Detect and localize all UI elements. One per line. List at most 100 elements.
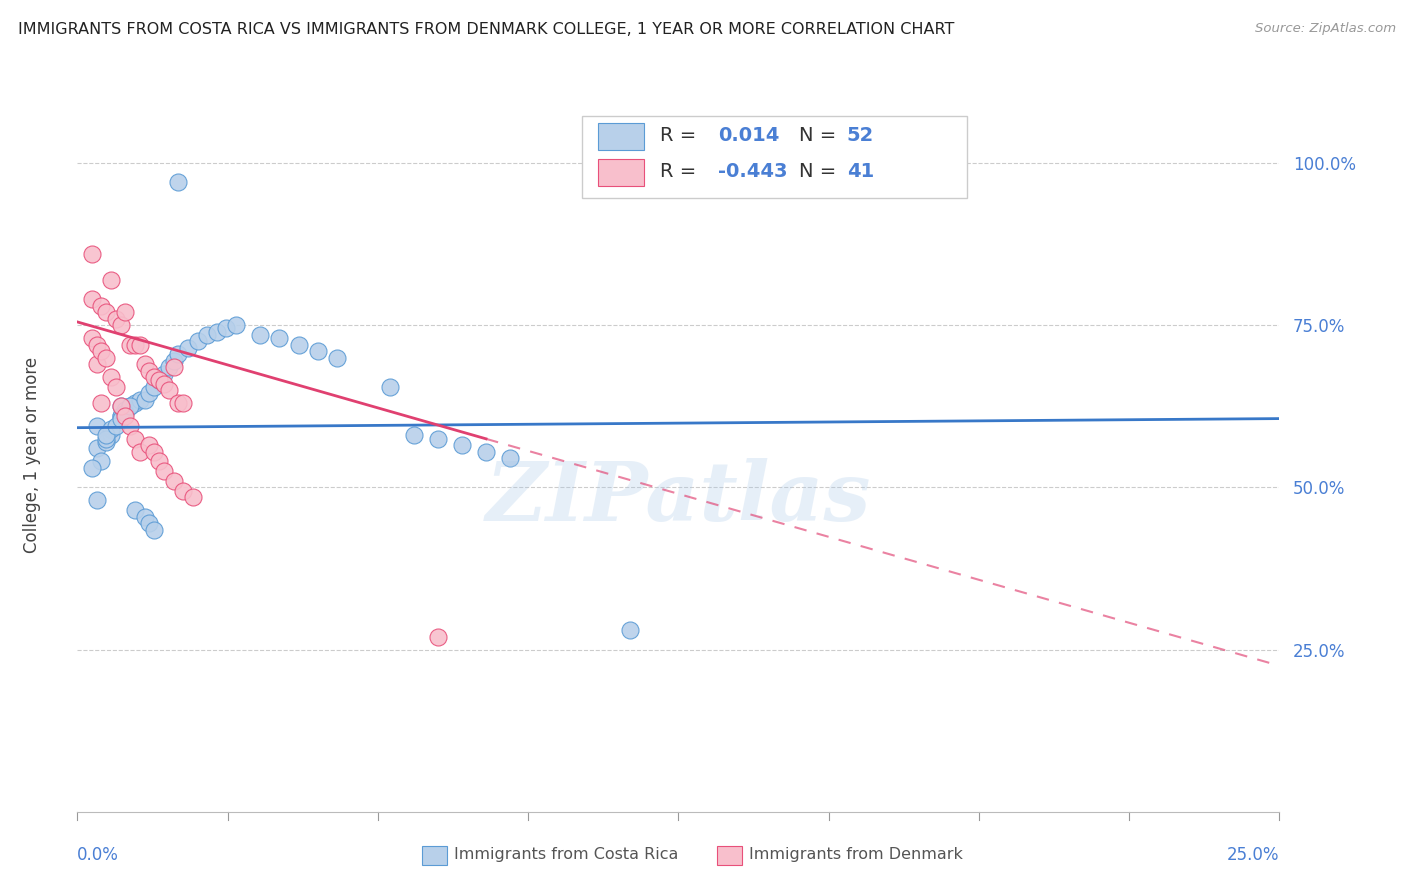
Point — [100, 422, 122, 436]
Text: 41: 41 — [846, 162, 875, 181]
Point — [80, 247, 103, 261]
Text: 25.0%: 25.0% — [1227, 846, 1279, 864]
Text: ZIPatlas: ZIPatlas — [485, 458, 872, 538]
Point — [120, 399, 142, 413]
Text: Immigrants from Costa Rica: Immigrants from Costa Rica — [454, 847, 679, 862]
Point — [215, 321, 238, 335]
Point — [148, 454, 170, 468]
Point — [619, 623, 641, 637]
Point — [86, 357, 108, 371]
Point — [162, 354, 184, 368]
Point — [96, 428, 118, 442]
Bar — [598, 123, 644, 150]
Point — [138, 386, 160, 401]
Point — [124, 432, 146, 446]
Text: N =: N = — [799, 162, 842, 181]
Text: N =: N = — [799, 127, 842, 145]
Text: 52: 52 — [846, 127, 875, 145]
Point — [225, 318, 247, 333]
Point — [86, 493, 108, 508]
Point — [143, 380, 166, 394]
Point — [96, 305, 118, 319]
Point — [157, 360, 180, 375]
Point — [80, 331, 103, 345]
Point — [195, 327, 218, 342]
Point — [110, 399, 132, 413]
Point — [148, 373, 170, 387]
Point — [104, 380, 127, 394]
Point — [110, 409, 132, 423]
Point — [90, 454, 112, 468]
Point — [80, 461, 103, 475]
Point — [143, 444, 166, 458]
FancyBboxPatch shape — [582, 116, 967, 198]
Point — [138, 438, 160, 452]
Text: 0.014: 0.014 — [718, 127, 779, 145]
Point — [124, 337, 146, 351]
Point — [90, 344, 112, 359]
Point — [153, 464, 176, 478]
Point — [167, 176, 190, 190]
Point — [128, 444, 150, 458]
Point — [143, 523, 166, 537]
Point — [96, 432, 118, 446]
Point — [475, 444, 498, 458]
Point — [114, 305, 136, 319]
Point — [172, 396, 194, 410]
Point — [307, 344, 329, 359]
Point — [134, 392, 156, 407]
Text: 0.0%: 0.0% — [77, 846, 120, 864]
Point — [128, 337, 150, 351]
Point — [378, 380, 401, 394]
Text: R =: R = — [661, 127, 703, 145]
Bar — [598, 159, 644, 186]
Point — [162, 360, 184, 375]
Point — [114, 402, 136, 417]
Point — [104, 418, 127, 433]
Point — [100, 273, 122, 287]
Text: College, 1 year or more: College, 1 year or more — [22, 357, 41, 553]
Text: IMMIGRANTS FROM COSTA RICA VS IMMIGRANTS FROM DENMARK COLLEGE, 1 YEAR OR MORE CO: IMMIGRANTS FROM COSTA RICA VS IMMIGRANTS… — [18, 22, 955, 37]
Text: -0.443: -0.443 — [718, 162, 787, 181]
Point — [402, 428, 425, 442]
Point — [96, 434, 118, 449]
Point — [427, 630, 450, 644]
Point — [269, 331, 291, 345]
Point — [167, 347, 190, 361]
Point — [172, 483, 194, 498]
Point — [134, 509, 156, 524]
Point — [138, 363, 160, 377]
Text: Immigrants from Denmark: Immigrants from Denmark — [749, 847, 963, 862]
Point — [96, 351, 118, 365]
Point — [120, 337, 142, 351]
Point — [162, 474, 184, 488]
Point — [86, 442, 108, 456]
Point — [80, 292, 103, 306]
Point — [100, 370, 122, 384]
Point — [143, 370, 166, 384]
Point — [86, 337, 108, 351]
Point — [110, 409, 132, 423]
Point — [114, 406, 136, 420]
Point — [104, 311, 127, 326]
Point — [287, 337, 309, 351]
Point — [90, 299, 112, 313]
Point — [124, 396, 146, 410]
Point — [181, 490, 204, 504]
Point — [167, 396, 190, 410]
Point — [499, 451, 522, 466]
Point — [153, 367, 176, 381]
Point — [120, 399, 142, 413]
Point — [451, 438, 474, 452]
Point — [138, 516, 160, 530]
Point — [120, 418, 142, 433]
Point — [177, 341, 200, 355]
Point — [86, 418, 108, 433]
Point — [157, 383, 180, 397]
Text: Source: ZipAtlas.com: Source: ZipAtlas.com — [1256, 22, 1396, 36]
Point — [249, 327, 271, 342]
Point — [124, 503, 146, 517]
Point — [110, 412, 132, 426]
Point — [153, 376, 176, 391]
Point — [205, 325, 228, 339]
